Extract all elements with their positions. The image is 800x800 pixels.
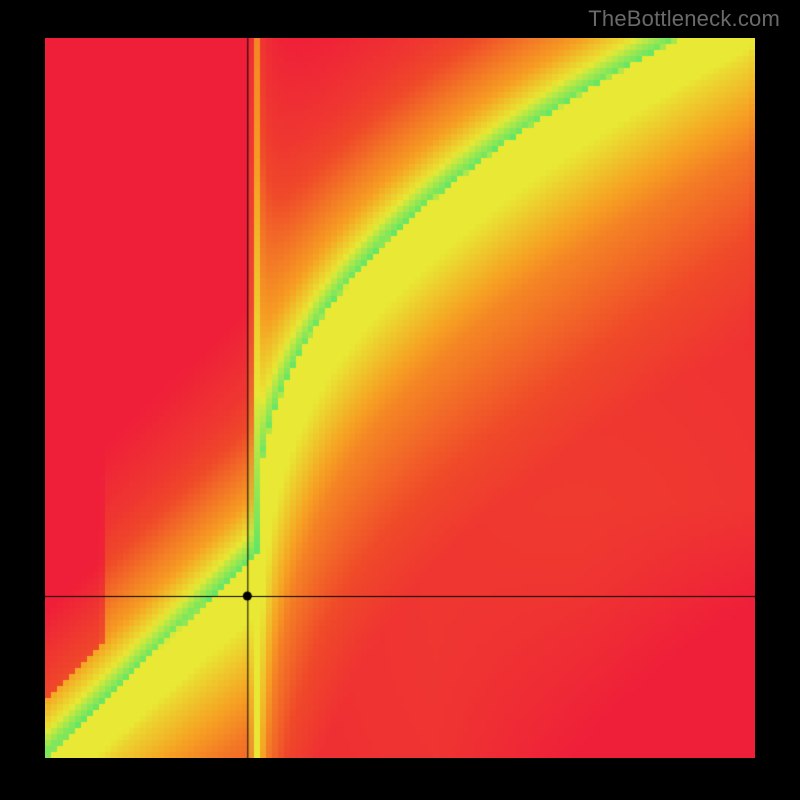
watermark-text: TheBottleneck.com: [588, 6, 780, 32]
bottleneck-heatmap: [45, 38, 755, 758]
heatmap-canvas: [45, 38, 755, 758]
